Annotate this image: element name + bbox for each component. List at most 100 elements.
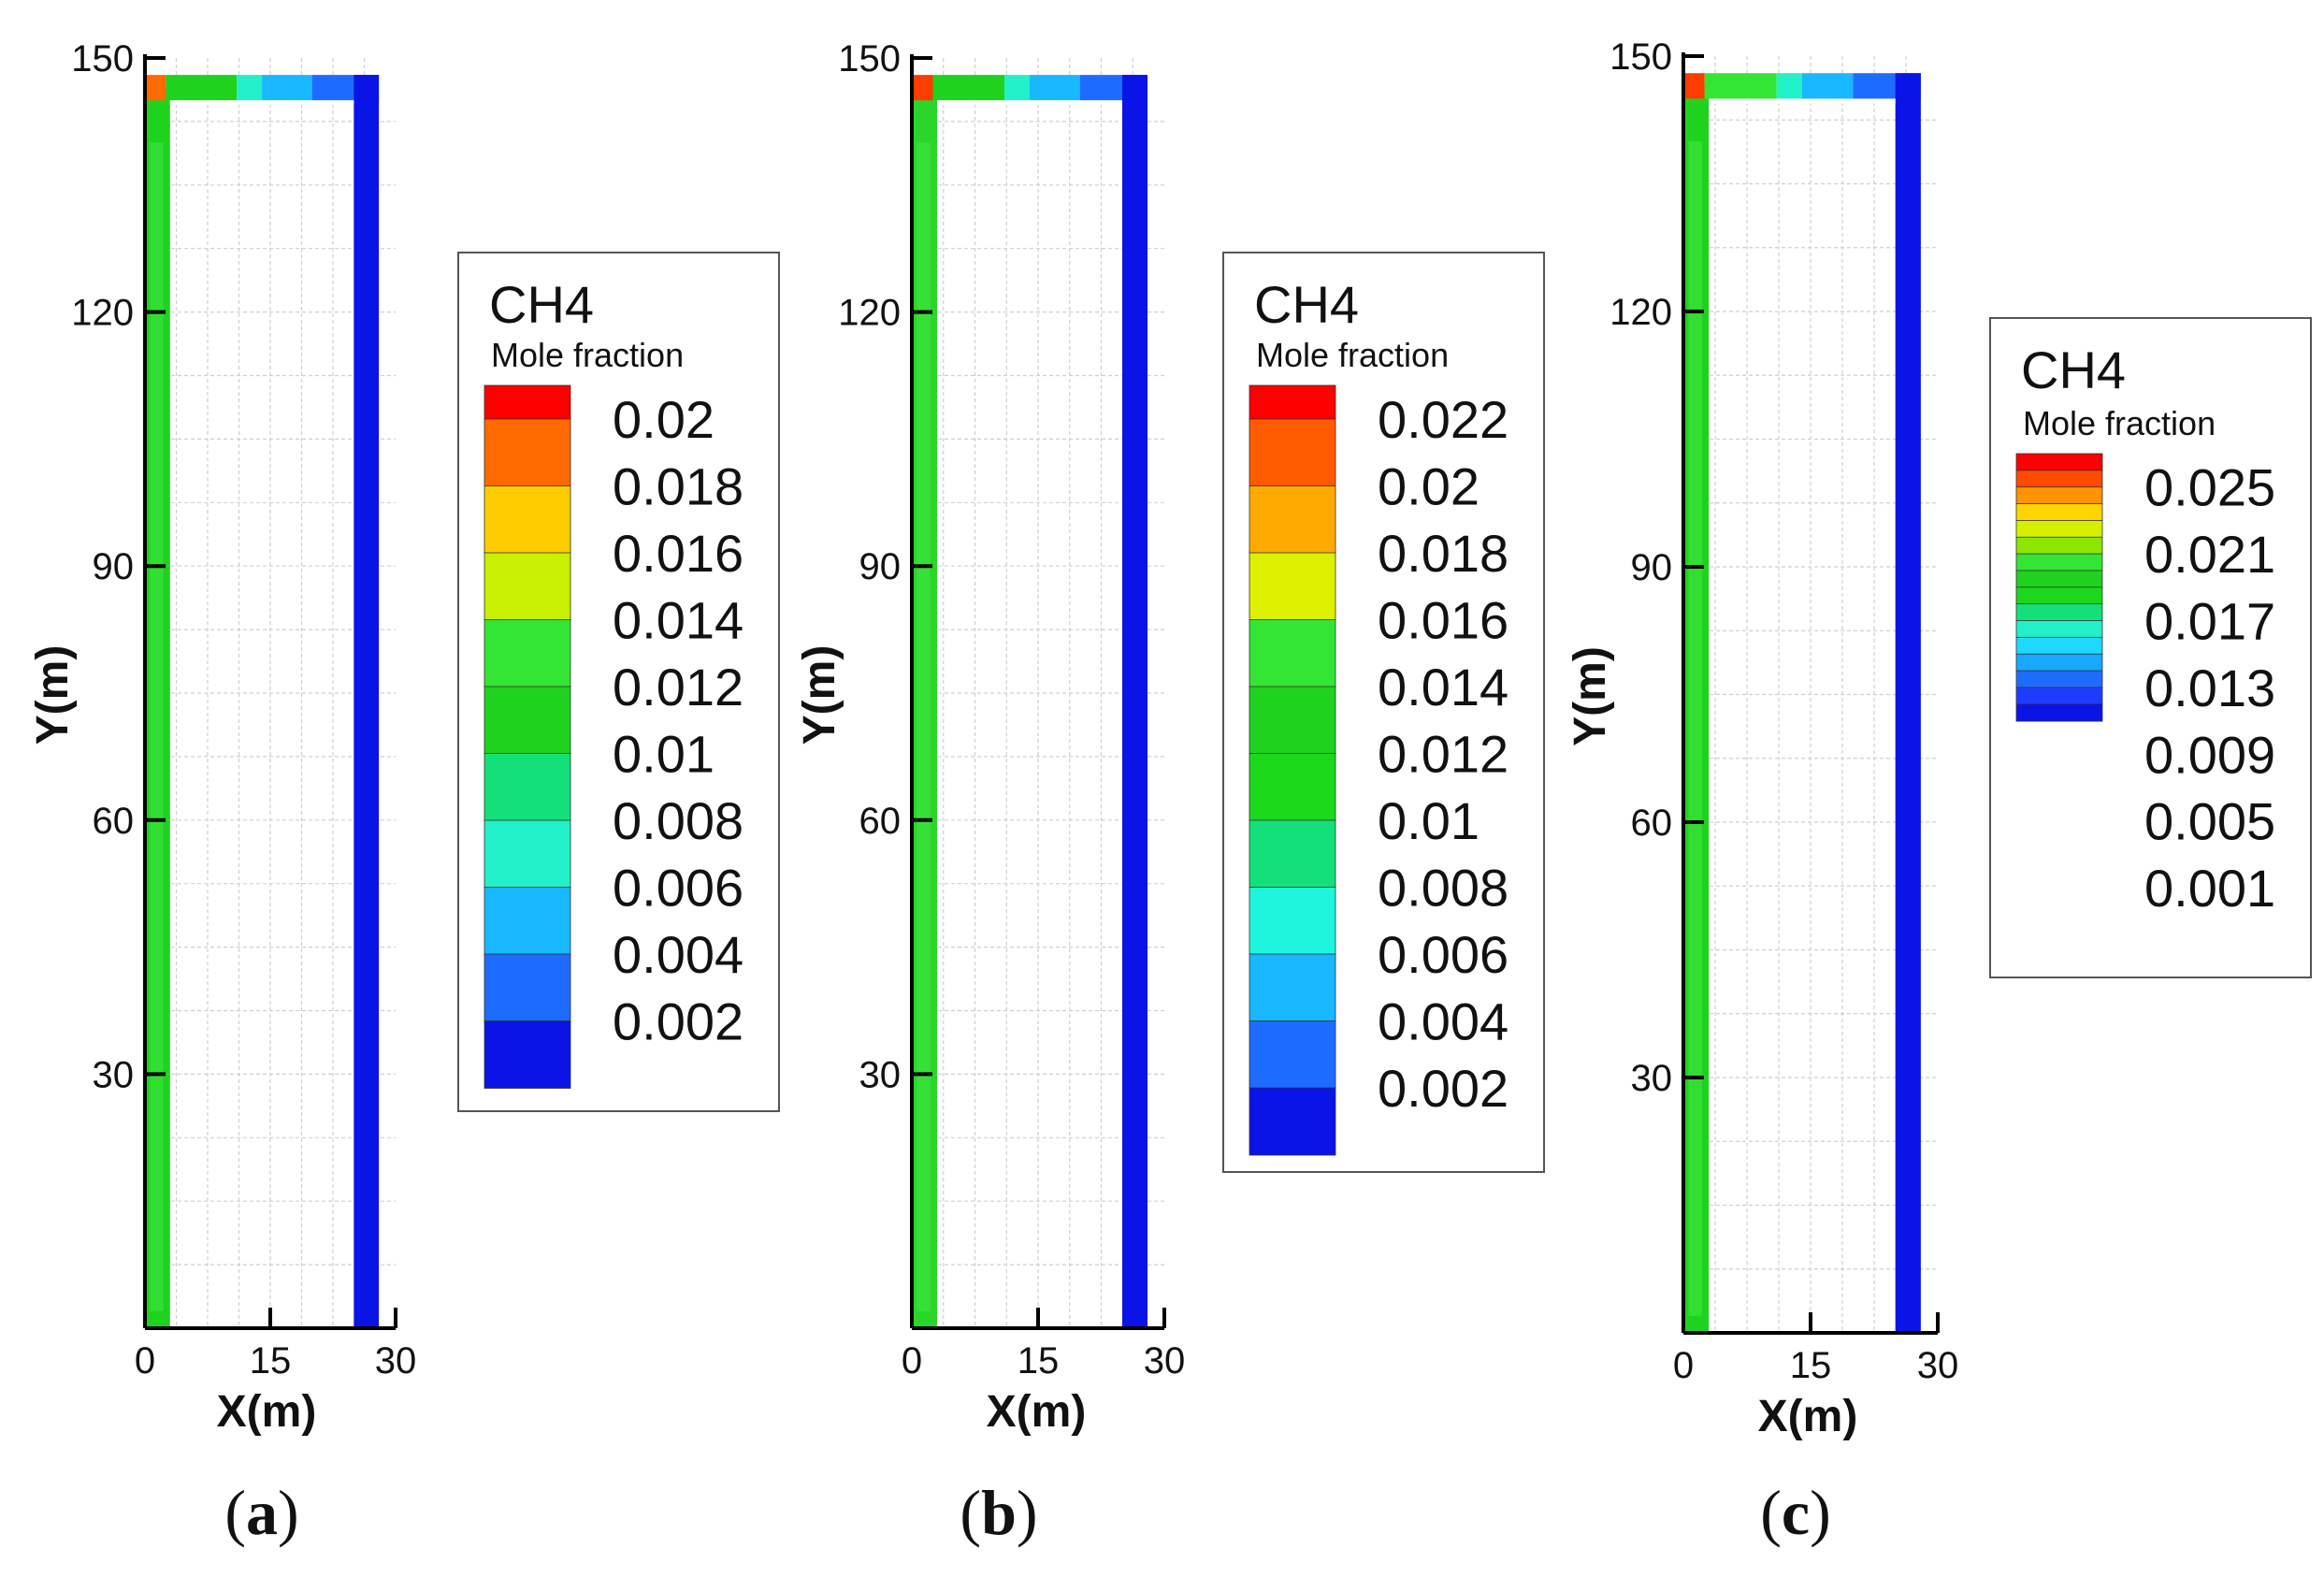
panel-caption: (b) <box>960 1477 1037 1548</box>
legend-swatch <box>484 552 571 621</box>
legend-level-label: 0.012 <box>613 658 743 716</box>
legend-swatch <box>2015 603 2103 622</box>
y-tick-label: 120 <box>1609 292 1672 333</box>
legend-level-label: 0.021 <box>2144 525 2275 584</box>
y-tick-label: 120 <box>71 293 134 334</box>
right-wall-region <box>1895 73 1921 1334</box>
legend-level-label: 0.001 <box>2144 859 2275 918</box>
y-axis-title: Y(m) <box>1566 646 1615 746</box>
legend-swatch <box>2015 503 2103 522</box>
top-duct-region <box>1776 73 1802 99</box>
right-wall-region <box>1122 75 1148 1328</box>
legend-title: CH4 <box>2021 340 2126 399</box>
legend-level-label: 0.018 <box>1378 524 1508 583</box>
top-duct-region <box>262 75 312 101</box>
contour-field <box>1683 73 1921 1334</box>
legend-swatch <box>1249 1087 1336 1156</box>
x-tick-label: 30 <box>1917 1345 1959 1386</box>
top-duct-region <box>1030 75 1080 101</box>
y-tick-label: 60 <box>1631 803 1673 844</box>
x-axis-title: X(m) <box>217 1387 317 1437</box>
y-tick-label: 30 <box>859 1054 902 1095</box>
legend-level-label: 0.006 <box>1378 925 1508 984</box>
legend-level-label: 0.008 <box>1378 859 1508 918</box>
legend-title: CH4 <box>1254 275 1359 334</box>
caption-letter: a <box>246 1477 278 1548</box>
inner-gap <box>1709 98 1896 104</box>
caption-paren-close: ) <box>278 1477 299 1548</box>
legend-level-label: 0.01 <box>613 725 715 784</box>
legend-swatch <box>1249 686 1336 755</box>
y-tick-label: 150 <box>838 38 901 80</box>
legend-swatch <box>484 619 571 687</box>
y-tick-label: 90 <box>93 546 135 587</box>
legend-swatch <box>2015 653 2103 672</box>
legend-swatch <box>484 953 571 1022</box>
legend-swatch <box>1249 384 1336 420</box>
legend-swatch <box>2015 620 2103 639</box>
legend-swatch <box>484 887 571 955</box>
x-axis-title: X(m) <box>1758 1392 1858 1441</box>
legend-level-label: 0.018 <box>613 457 743 516</box>
x-tick-label: 30 <box>1144 1340 1186 1382</box>
panel-caption: (c) <box>1760 1477 1831 1548</box>
caption-paren-close: ) <box>1017 1477 1038 1548</box>
left-wall-shade <box>150 142 164 1311</box>
legend-level-label: 0.017 <box>2144 592 2275 651</box>
legend-swatch <box>1249 953 1336 1022</box>
legend-title: CH4 <box>489 275 594 334</box>
legend-swatch <box>484 753 571 821</box>
legend-level-label: 0.009 <box>2144 725 2275 784</box>
y-tick-label: 30 <box>1631 1058 1673 1099</box>
legend-swatch <box>1249 819 1336 889</box>
top-duct-region <box>932 75 1004 101</box>
caption-paren-open: ( <box>224 1477 246 1548</box>
top-duct-region <box>1801 73 1854 99</box>
x-tick-label: 15 <box>1018 1340 1060 1382</box>
legend-level-label: 0.025 <box>2144 458 2275 517</box>
x-axis-title: X(m) <box>987 1387 1087 1437</box>
top-duct-region <box>237 75 263 101</box>
inner-gap <box>169 100 354 106</box>
x-tick-label: 0 <box>135 1340 155 1382</box>
legend-level-label: 0.01 <box>1378 791 1480 850</box>
contour-field <box>145 75 380 1329</box>
legend-level-label: 0.014 <box>1378 658 1508 716</box>
left-wall-shade <box>917 142 931 1311</box>
panel-caption: (a) <box>224 1477 298 1548</box>
legend-level-label: 0.02 <box>613 390 715 449</box>
y-axis-title: Y(m) <box>795 645 844 745</box>
legend-swatch <box>1249 418 1336 487</box>
y-axis-title: Y(m) <box>28 645 78 745</box>
legend-swatch <box>484 686 571 755</box>
caption-paren-close: ) <box>1810 1477 1831 1548</box>
legend-swatch <box>1249 887 1336 955</box>
legend-swatch <box>2015 520 2103 539</box>
inner-gap <box>937 100 1122 106</box>
legend-swatch <box>2015 453 2103 471</box>
legend-swatch <box>2015 536 2103 556</box>
legend-level-label: 0.008 <box>613 791 743 850</box>
legend-swatch <box>2015 470 2103 488</box>
legend-subtitle: Mole fraction <box>1256 336 1449 374</box>
legend-swatch <box>1249 619 1336 687</box>
legend-level-label: 0.004 <box>613 925 743 984</box>
panel-c: 30 60 90 120 150 0 15 30 X(m) Y(m) CH4 Mole fractio… <box>1566 36 2312 1548</box>
caption-paren-open: ( <box>960 1477 981 1548</box>
y-tick-label: 30 <box>93 1054 135 1095</box>
legend-swatch <box>1249 1020 1336 1089</box>
y-tick-label: 150 <box>71 38 134 80</box>
legend-swatch <box>484 819 571 889</box>
y-tick-label: 60 <box>93 801 135 842</box>
top-duct-region <box>912 75 933 101</box>
top-duct-region <box>1683 73 1705 99</box>
legend-level-label: 0.016 <box>1378 591 1508 650</box>
legend-swatch <box>484 384 571 420</box>
y-tick-label: 60 <box>859 801 902 842</box>
right-wall-region <box>354 75 380 1328</box>
